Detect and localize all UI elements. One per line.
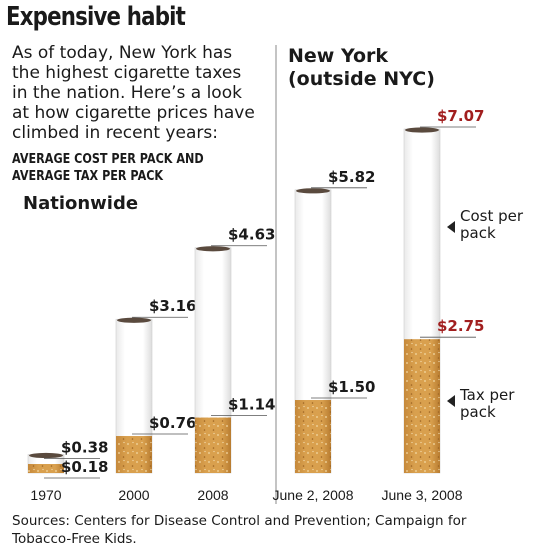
sources-line: Sources: Centers for Disease Control and… (12, 513, 467, 529)
tax-value-label: $1.14 (228, 396, 275, 414)
cost-pointer-icon (447, 221, 455, 233)
cost-value-label: $4.63 (228, 226, 275, 244)
intro-line: at how cigarette prices have (12, 103, 255, 123)
cigarette-tip (296, 188, 330, 194)
category-label: June 3, 2008 (382, 487, 463, 503)
tax-pointer-icon (447, 395, 455, 407)
tax-annotation-line: pack (460, 403, 496, 421)
new-york-label-line: New York (288, 45, 389, 67)
tax-bar-speckle (195, 417, 231, 473)
tax-value-label: $1.50 (328, 378, 375, 396)
intro-text: As of today, New York has the highest ci… (12, 43, 282, 143)
sources-line: Tobacco-Free Kids. (12, 531, 137, 547)
intro-line: climbed in recent years: (12, 123, 218, 143)
sources-note: Sources: Centers for Disease Control and… (12, 512, 532, 548)
cost-value-label: $0.38 (61, 439, 108, 457)
category-label: June 2, 2008 (273, 487, 354, 503)
tax-value-label: $0.76 (149, 414, 196, 432)
category-label: 2008 (197, 487, 228, 503)
chart-subhead: AVERAGE COST PER PACK AND AVERAGE TAX PE… (12, 151, 204, 185)
new-york-label-line: (outside NYC) (288, 68, 435, 90)
intro-line: As of today, New York has (12, 43, 233, 63)
subhead-line: AVERAGE TAX PER PACK (12, 169, 164, 184)
chart-title: Expensive habit (6, 2, 186, 32)
cigarette-tip (29, 452, 63, 459)
nationwide-label: Nationwide (23, 193, 139, 214)
tax-bar-speckle (28, 464, 64, 473)
cigarette-tip (117, 317, 151, 323)
category-label: 1970 (30, 487, 61, 503)
tax-value-label: $0.18 (61, 458, 108, 476)
cost-annotation-line: pack (460, 224, 496, 242)
cost-annotation-line: Cost per (460, 207, 524, 225)
tax-bar-speckle (116, 436, 152, 473)
category-label: 2000 (118, 487, 149, 503)
cost-value-label: $5.82 (328, 168, 375, 186)
cost-value-label: $7.07 (437, 107, 484, 125)
cigarette-tip (405, 127, 439, 133)
subhead-line: AVERAGE COST PER PACK AND (12, 152, 204, 167)
tax-bar-speckle (404, 339, 440, 473)
new-york-label: New York (outside NYC) (288, 45, 435, 91)
tax-annotation-line: Tax per (459, 386, 515, 404)
intro-line: in the nation. Here’s a look (12, 83, 242, 103)
tax-bar-speckle (295, 400, 331, 473)
tax-value-label: $2.75 (437, 317, 484, 335)
cost-value-label: $3.16 (149, 297, 196, 315)
intro-line: the highest cigarette taxes (12, 63, 242, 83)
cigarette-tip (196, 246, 230, 252)
